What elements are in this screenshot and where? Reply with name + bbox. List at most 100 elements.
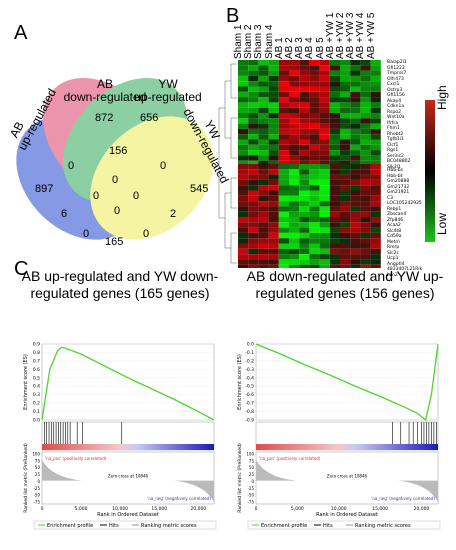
heatmap-cell (340, 179, 351, 186)
heatmap-cell (289, 75, 300, 82)
heatmap-legend-high: High (435, 85, 449, 110)
heatmap-cell (329, 211, 340, 217)
heatmap-cell (340, 113, 351, 119)
heatmap-cell (278, 169, 289, 175)
heatmap-cell (238, 217, 249, 223)
heatmap-cell (238, 227, 249, 233)
heatmap-cell (340, 123, 351, 129)
heatmap-cell (340, 238, 351, 244)
heatmap-cell (289, 107, 300, 113)
heatmap-cell (340, 91, 351, 98)
heatmap-cell (268, 65, 279, 71)
heatmap-cell (238, 75, 249, 82)
heatmap-cell (340, 150, 351, 156)
heatmap-cell (258, 113, 269, 119)
heatmap-cell (309, 139, 320, 145)
heatmap-cell (370, 134, 381, 140)
heatmap-cell (238, 118, 249, 124)
venn-label-yw-up-text: YW up-regulated (134, 77, 202, 104)
heatmap-cell (258, 259, 269, 265)
heatmap-cell (299, 75, 310, 82)
heatmap-cell (289, 144, 300, 151)
heatmap-cell (360, 134, 371, 140)
metric-y-tick: 25 (35, 472, 41, 477)
heatmap-cell (278, 113, 289, 119)
heatmap-cell (299, 155, 310, 161)
heatmap-cell (258, 118, 269, 124)
heatmap-cell (248, 150, 259, 156)
es-y-tick: 0.3 (33, 392, 40, 398)
metric-y-tick: -50 (247, 493, 254, 498)
heatmap-cell (268, 113, 279, 119)
heatmap-cell (360, 113, 371, 119)
heatmap-cell (360, 238, 371, 244)
heatmap-cell (238, 201, 249, 207)
heatmap-cell (319, 206, 330, 212)
heatmap-cell (248, 238, 259, 244)
heatmap-cell (238, 60, 249, 66)
metric-frame (41, 451, 215, 505)
heatmap-cell (278, 91, 289, 98)
venn-label-ab-down: AB down-regulated (55, 78, 155, 104)
heatmap-cell (329, 222, 340, 228)
venn-count-center-top: 0 (112, 174, 119, 186)
heatmap-cell (329, 60, 340, 66)
heatmap-cell (258, 248, 269, 255)
metric-y-tick: 0 (37, 479, 40, 484)
x-tick: 0 (255, 506, 258, 512)
heatmap-cell (329, 206, 340, 212)
metric-y-tick: -25 (33, 486, 40, 491)
heatmap-gene-label: Akap4 (387, 98, 402, 104)
heatmap-cell (329, 243, 340, 249)
heatmap-cell (258, 139, 269, 145)
heatmap-cell (319, 75, 330, 82)
heatmap-cell (340, 206, 351, 212)
heatmap-cell (268, 107, 279, 113)
heatmap-cell (360, 232, 371, 239)
heatmap-cell (360, 128, 371, 135)
heatmap-cell (248, 185, 259, 191)
heatmap-cell (258, 86, 269, 92)
heatmap-cell (299, 169, 310, 175)
heatmap-cell (340, 201, 351, 207)
heatmap-cell (248, 102, 259, 108)
heatmap-cell (268, 134, 279, 140)
heatmap-cell (299, 179, 310, 186)
heatmap-cell (258, 174, 269, 180)
heatmap-cell (340, 195, 351, 202)
heatmap-cell (370, 102, 381, 108)
heatmap-cell (350, 150, 361, 156)
heatmap-gene-label: Slc2c (387, 250, 399, 256)
heatmap-cell (289, 201, 300, 207)
heatmap-cell (370, 185, 381, 191)
heatmap-cell (248, 128, 259, 135)
heatmap-cell (299, 259, 310, 265)
heatmap-cell (350, 128, 361, 135)
heatmap-cell (248, 155, 259, 161)
heatmap-cell (299, 81, 310, 87)
heatmap-cell (350, 123, 361, 129)
heatmap-cell (289, 160, 300, 166)
heatmap-cell (309, 155, 320, 161)
heatmap-cell (329, 70, 340, 76)
heatmap-cell (289, 232, 300, 239)
heatmap-cell (258, 195, 269, 202)
heatmap-cell (309, 86, 320, 92)
heatmap-cell (278, 179, 289, 186)
heatmap-cell (370, 91, 381, 98)
venn-diagram (16, 78, 214, 240)
heatmap-cell (278, 123, 289, 129)
legend-item: Enrichment profile (47, 523, 93, 529)
heatmap-cell (238, 254, 249, 260)
heatmap-cell (319, 164, 330, 170)
heatmap-cell (329, 91, 340, 98)
gsea-right-title: AB down-regulated and YW up-regulated ge… (246, 268, 444, 301)
venn-count-left-lower: 0 (83, 228, 90, 240)
heatmap-cell (268, 150, 279, 156)
heatmap-cell (350, 91, 361, 98)
heatmap-cell (329, 123, 340, 129)
heatmap-cell (340, 81, 351, 87)
heatmap-cell (238, 185, 249, 191)
heatmap-cell (319, 179, 330, 186)
heatmap-cell (340, 190, 351, 196)
